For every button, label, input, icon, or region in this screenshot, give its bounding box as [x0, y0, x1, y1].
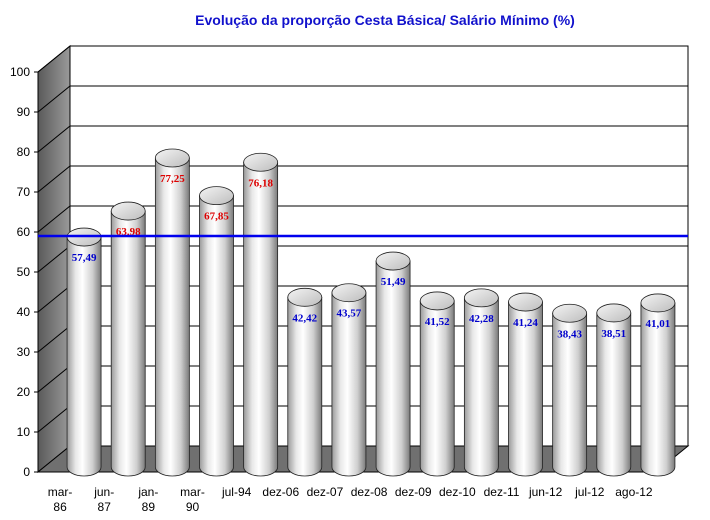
y-tick-label: 80 — [17, 145, 31, 159]
bar-3 — [199, 186, 234, 477]
bar-body — [110, 210, 146, 477]
data-label: 43,57 — [337, 308, 362, 320]
x-tick-label: jul-94 — [221, 485, 252, 499]
chart-title: Evolução da proporção Cesta Básica/ Salá… — [195, 12, 575, 28]
bar-4 — [243, 152, 279, 477]
bar-0 — [66, 227, 102, 477]
bar-top — [110, 201, 146, 221]
x-tick-label: mar-86 — [48, 485, 73, 514]
x-tick-label: dez-09 — [395, 485, 432, 499]
y-tick-label: 20 — [17, 385, 31, 399]
bar-9 — [463, 288, 499, 477]
bar-7 — [375, 251, 411, 477]
x-tick-label: jan-89 — [137, 485, 158, 514]
y-tick-label: 40 — [17, 305, 31, 319]
x-tick-label: jul-12 — [574, 485, 605, 499]
bar-top — [331, 283, 367, 303]
data-label: 51,49 — [381, 276, 406, 288]
data-label: 77,25 — [160, 173, 185, 185]
bar-11 — [552, 303, 588, 477]
x-tick-label: ago-12 — [615, 485, 653, 499]
bar-body — [640, 302, 676, 477]
bar-top — [463, 288, 499, 308]
bar-body — [243, 161, 279, 477]
data-label: 41,24 — [513, 317, 538, 329]
bar-5 — [287, 287, 323, 477]
bar-12 — [596, 303, 632, 477]
y-tick-label: 0 — [23, 465, 30, 479]
bar-8 — [419, 291, 455, 477]
x-tick-label: dez-08 — [351, 485, 388, 499]
gridline — [37, 45, 688, 73]
x-tick-label: dez-07 — [307, 485, 344, 499]
data-label: 42,28 — [469, 313, 494, 325]
bar-body — [199, 195, 234, 477]
bar-6 — [331, 283, 367, 477]
bar-1 — [110, 201, 146, 477]
bar-body — [66, 236, 102, 477]
bar-body — [552, 312, 588, 477]
bar-2 — [154, 148, 190, 477]
data-label: 67,85 — [204, 211, 229, 223]
bar-top — [287, 287, 323, 307]
bar-body — [154, 157, 190, 477]
bar-body — [375, 260, 411, 477]
y-tick-label: 30 — [17, 345, 31, 359]
bar-top — [375, 251, 411, 271]
bar-top — [552, 303, 588, 323]
y-tick-label: 70 — [17, 185, 31, 199]
y-tick-label: 100 — [10, 65, 30, 79]
data-label: 38,43 — [557, 328, 582, 340]
bars — [66, 148, 676, 477]
gridline — [37, 165, 688, 193]
x-tick-label: dez-06 — [262, 485, 299, 499]
x-tick-label: dez-10 — [439, 485, 476, 499]
bar-body — [331, 292, 367, 477]
y-tick-label: 10 — [17, 425, 31, 439]
bar-top — [596, 303, 632, 323]
x-tick-label: jun-87 — [93, 485, 114, 514]
data-label: 76,18 — [248, 177, 273, 189]
data-label: 42,42 — [292, 312, 317, 324]
bar-body — [508, 301, 543, 477]
bar-body — [287, 296, 323, 477]
bar-body — [419, 300, 455, 477]
y-tick-label: 90 — [17, 105, 31, 119]
y-tick-label: 50 — [17, 265, 31, 279]
data-label: 38,51 — [601, 328, 626, 340]
bar-body — [463, 297, 499, 477]
bar-top — [640, 293, 676, 313]
bar-top — [419, 291, 455, 311]
bar-10 — [508, 292, 543, 477]
bar-body — [596, 312, 632, 477]
x-tick-label: mar-90 — [180, 485, 205, 514]
gridline — [37, 85, 688, 113]
bar-top — [243, 152, 279, 172]
x-tick-label: dez-11 — [484, 485, 520, 499]
bar-top — [154, 148, 190, 168]
data-label: 41,01 — [646, 318, 671, 330]
data-label: 41,52 — [425, 316, 450, 328]
gridline — [37, 125, 688, 153]
data-label: 57,49 — [72, 252, 97, 264]
bar-top — [508, 292, 543, 312]
bar-top — [199, 186, 234, 206]
bar-13 — [640, 293, 676, 477]
gridline — [37, 205, 688, 233]
y-tick-label: 60 — [17, 225, 31, 239]
x-tick-label: jun-12 — [528, 485, 563, 499]
